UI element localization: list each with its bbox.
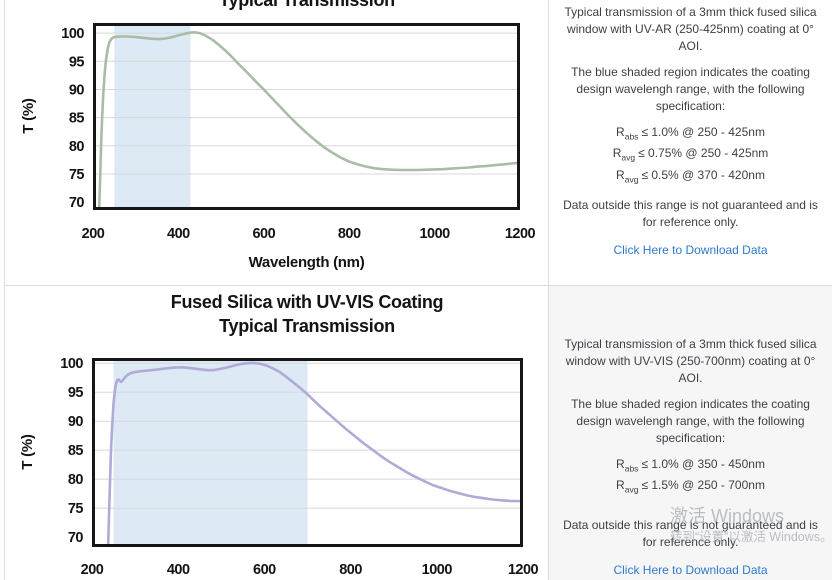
uv-ar-spec-ravg-2: Ravg ≤ 0.5% @ 370 - 420nm	[616, 167, 765, 185]
svg-text:400: 400	[167, 226, 190, 242]
svg-text:1000: 1000	[419, 226, 450, 242]
svg-text:100: 100	[60, 356, 83, 372]
uv-ar-spec-list: Rabs ≤ 1.0% @ 250 - 425nm Ravg ≤ 0.75% @ 2…	[561, 124, 820, 188]
content-table: Typical Transmission 70 75 80 85 90 95 100 200 4…	[4, 0, 832, 580]
uv-ar-disclaimer-text: Data outside this range is not guarantee…	[563, 198, 818, 230]
svg-text:T (%): T (%)	[20, 98, 37, 133]
uv-vis-chart-title: Fused Silica with UV-VIS Coating Typical…	[93, 290, 521, 338]
svg-text:600: 600	[253, 562, 276, 578]
uv-ar-spec-ravg-1: Ravg ≤ 0.75% @ 250 - 425nm	[612, 146, 769, 163]
uv-ar-row: Typical Transmission 70 75 80 85 90 95 100 200 4…	[5, 0, 832, 285]
svg-text:80: 80	[69, 139, 85, 155]
uv-vis-spec-rabs: Rabs ≤ 1.0% @ 350 - 450nm	[616, 457, 765, 474]
svg-text:90: 90	[68, 414, 84, 430]
uv-vis-chart-title-line2: Typical Transmission	[219, 316, 395, 336]
svg-text:75: 75	[68, 501, 84, 517]
uv-vis-chart-cell: Fused Silica with UV-VIS Coating Typical…	[5, 286, 548, 580]
uv-ar-transmission-chart: 70 75 80 85 90 95 100 200 400 600 800 1000 1200 T (%)…	[20, 23, 536, 271]
uv-vis-chart-title-line1: Fused Silica with UV-VIS Coating	[170, 292, 444, 312]
svg-text:1200: 1200	[508, 562, 539, 578]
svg-text:90: 90	[69, 82, 85, 98]
uv-ar-description-text: Typical transmission of a 3mm thick fuse…	[564, 5, 817, 53]
uv-ar-chart-cell: Typical Transmission 70 75 80 85 90 95 100 200 4…	[5, 0, 548, 285]
uv-vis-disclaimer-text: Data outside this range is not guarantee…	[563, 517, 818, 549]
svg-text:200: 200	[82, 226, 105, 242]
uv-vis-description-text: Typical transmission of a 3mm thick fuse…	[564, 337, 817, 385]
svg-text:800: 800	[339, 562, 362, 578]
svg-text:95: 95	[69, 54, 85, 70]
uv-ar-description-panel: Typical transmission of a 3mm thick fuse…	[548, 0, 832, 285]
svg-text:Wavelength (nm): Wavelength (nm)	[249, 254, 365, 271]
uv-ar-shaded-region-text: The blue shaded region indicates the coa…	[571, 65, 810, 113]
svg-text:600: 600	[252, 226, 275, 242]
svg-text:75: 75	[69, 167, 85, 183]
svg-text:100: 100	[61, 26, 84, 42]
svg-text:85: 85	[68, 443, 84, 459]
uv-vis-spec-ravg: Ravg ≤ 1.5% @ 250 - 700nm	[616, 478, 765, 495]
uv-vis-shaded-region-text: The blue shaded region indicates the coa…	[571, 397, 810, 445]
svg-text:80: 80	[68, 472, 84, 488]
svg-text:1000: 1000	[422, 562, 453, 578]
uv-ar-spec-rabs: Rabs ≤ 1.0% @ 250 - 425nm	[616, 125, 765, 142]
svg-text:95: 95	[68, 385, 84, 401]
svg-text:70: 70	[68, 530, 84, 546]
uv-vis-description-panel: Typical transmission of a 3mm thick fuse…	[548, 286, 832, 580]
svg-text:400: 400	[167, 562, 190, 578]
uv-vis-download-data-link[interactable]: Click Here to Download Data	[613, 562, 768, 577]
uv-vis-transmission-chart: 70 75 80 85 90 95 100 200 400 600 800 1000 1200 T (%)	[19, 356, 539, 578]
svg-text:1200: 1200	[505, 226, 536, 242]
uv-ar-download-data-link[interactable]: Click Here to Download Data	[613, 243, 768, 258]
svg-text:85: 85	[69, 111, 85, 127]
uv-vis-spec-list: Rabs ≤ 1.0% @ 350 - 450nm Ravg ≤ 1.5% @ 25…	[561, 456, 820, 499]
uv-ar-chart-title-cropped: Typical Transmission	[219, 0, 395, 10]
uv-vis-row: Fused Silica with UV-VIS Coating Typical…	[5, 285, 832, 580]
svg-text:800: 800	[338, 226, 361, 242]
svg-text:T (%): T (%)	[19, 434, 36, 469]
svg-text:70: 70	[69, 195, 85, 211]
svg-text:200: 200	[81, 562, 104, 578]
